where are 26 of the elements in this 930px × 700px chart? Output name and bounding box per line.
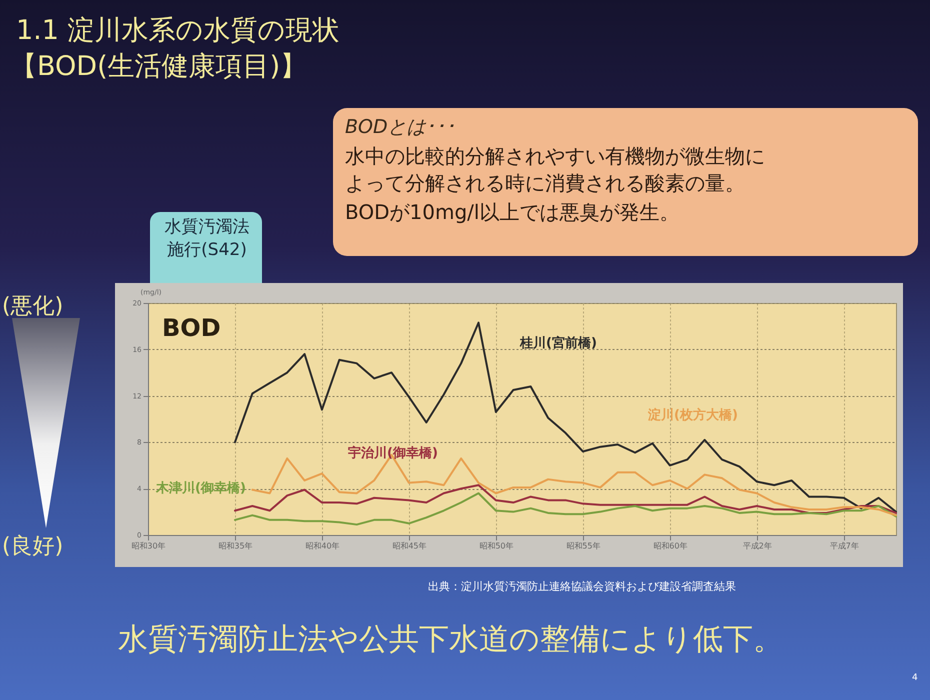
text: BODとは･･･: [345, 115, 456, 140]
x-tick-label: 昭和45年: [392, 542, 427, 550]
text: BODが10mg/l以上では悪臭が発生。: [345, 199, 680, 226]
text: 水中の比較的分解されやすい有機物が微生物によって分解される時に消費される酸素の量。: [345, 143, 766, 197]
annotation: BOD: [162, 313, 221, 344]
x-tick-label: 平成7年: [830, 542, 859, 550]
chart-subtitle: 【BOD(生活健康項目)】: [10, 50, 308, 84]
x-tick-label: 昭和30年: [131, 542, 166, 550]
x-tick-label: 昭和40年: [305, 542, 340, 550]
text: 宇治川(御幸橋): [348, 445, 438, 461]
x-tick-label: 昭和55年: [566, 542, 600, 550]
text: (良好): [2, 533, 64, 561]
series-label: 木津川(御幸橋): [155, 481, 246, 496]
text: (悪化): [2, 293, 64, 321]
x-tick-label: 昭和50年: [479, 542, 514, 550]
x-tick-label: 昭和35年: [218, 542, 253, 550]
text: 4: [912, 672, 918, 684]
source-note: 出典：淀川水質汚濁防止連絡協議会資料および建設省調査結果: [428, 580, 736, 595]
text: 桂川(宮前橋): [519, 335, 597, 351]
text: 淀川(枚方大橋): [647, 407, 738, 423]
text: 水質汚濁防止法や公共下水道の整備により低下。: [118, 621, 783, 659]
line-series: [234, 492, 897, 526]
x-tick-label: 平成2年: [742, 542, 772, 550]
x-tick-label: 昭和60年: [653, 542, 688, 550]
chart-title: 1.1 淀川水系の水質の現状: [16, 14, 340, 48]
text: 水質汚濁法施行(S42): [164, 216, 250, 262]
